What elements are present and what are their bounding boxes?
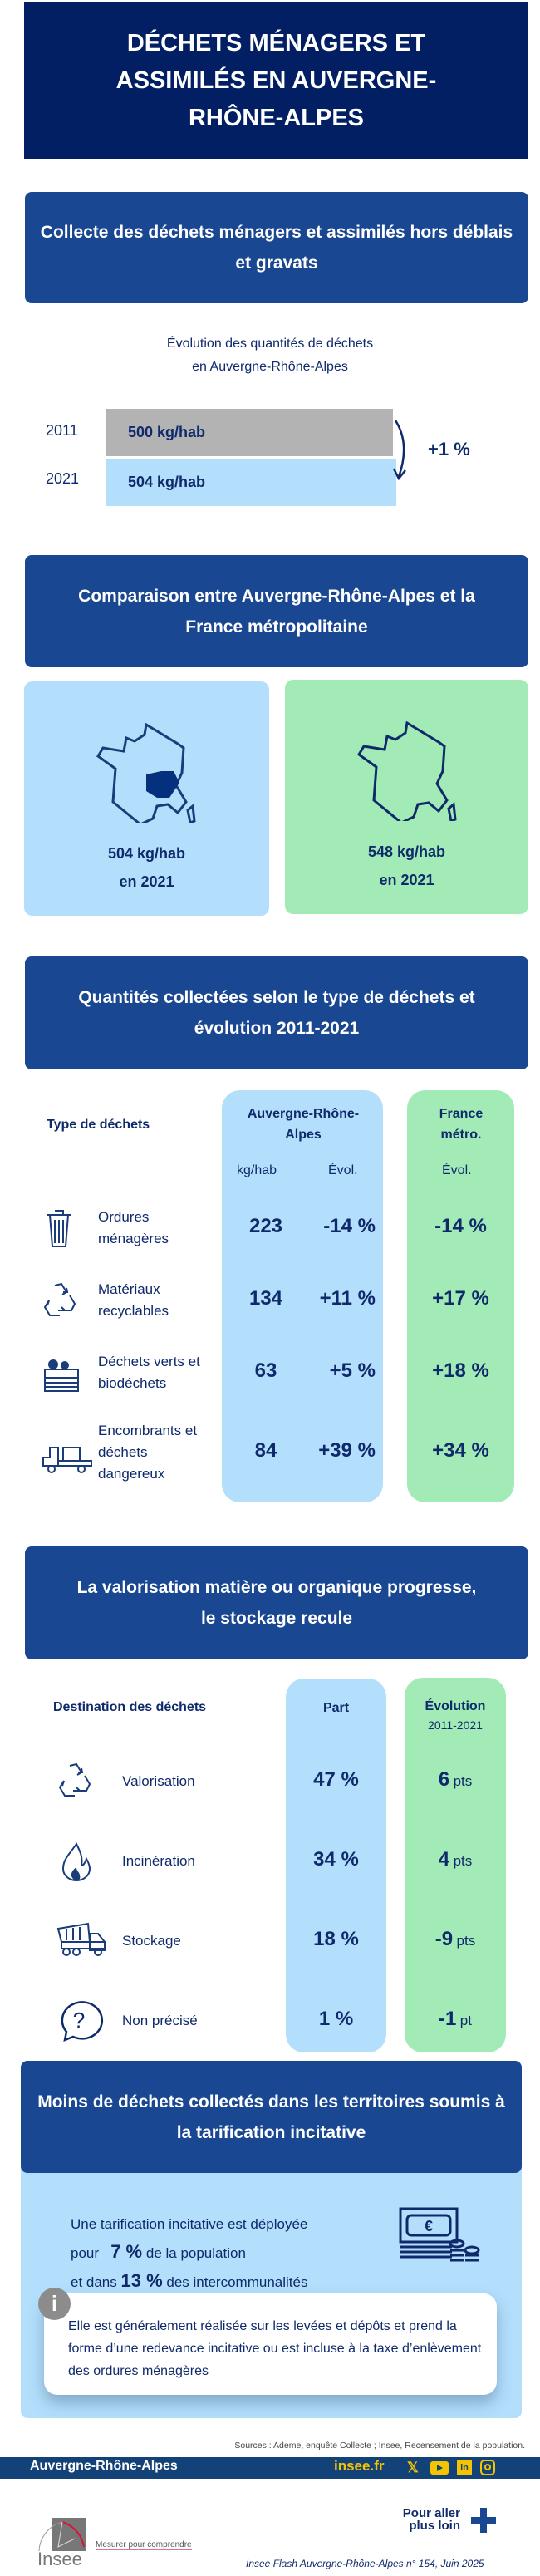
flame-icon — [61, 1842, 91, 1881]
france-map-icon — [357, 721, 457, 821]
card-france: 548 kg/hab en 2021 — [285, 680, 528, 914]
banknote-coins-icon: € — [399, 2207, 480, 2262]
card-auvergne: 504 kg/hab en 2021 — [24, 681, 269, 916]
footer-bar — [0, 2457, 540, 2479]
section-header-collecte: Collecte des déchets ménagers et assimil… — [25, 192, 528, 303]
france-evol: +17 % — [432, 1287, 489, 1310]
destination-label: Non précisé — [122, 2013, 198, 2028]
part-value: 47 % — [313, 1768, 359, 1791]
more-link[interactable]: Pour aller plus loin — [402, 2506, 460, 2533]
publication-ref: Insee Flash Auvergne-Rhône-Alpes n° 154,… — [246, 2558, 484, 2569]
col-header-evolution-period: 2011-2021 — [428, 1718, 483, 1732]
ara-evol: +11 % — [319, 1287, 376, 1310]
part-value: 1 % — [318, 2008, 354, 2030]
column-evolution — [405, 1678, 506, 2052]
table-row: Ordures ménagères 223 -14 % -14 % — [0, 1203, 540, 1253]
footer-region: Auvergne-Rhône-Alpes — [30, 2459, 178, 2473]
part-value: 18 % — [313, 1928, 359, 1950]
sub-kg: kg/hab — [237, 1163, 277, 1177]
kg-value: 63 — [254, 1359, 277, 1382]
insee-link[interactable]: insee.fr — [334, 2458, 385, 2474]
ara-evol: -14 % — [323, 1215, 376, 1237]
ara-kg-value: 504 kg/hab en 2021 — [107, 845, 186, 890]
section-header-tarification: Moins de déchets collectés dans les terr… — [21, 2061, 522, 2173]
change-percent: +1 % — [428, 439, 470, 460]
recycle-icon — [43, 1282, 76, 1316]
x-icon[interactable]: 𝕏 — [407, 2460, 419, 2475]
plus-icon[interactable] — [471, 2508, 496, 2533]
table-row: Encombrants et déchets dangereux 84 +39 … — [0, 1423, 540, 1482]
destination-label: Stockage — [122, 1933, 181, 1949]
chart-caption: Évolution des quantités de déchets en Auv… — [166, 337, 374, 374]
kg-value: 134 — [248, 1287, 283, 1310]
table-row: Incinération 34 % 4 pts — [0, 1836, 540, 1886]
waste-type-label: Matériaux recyclables — [98, 1281, 169, 1319]
evolution-value: 4 pts — [438, 1848, 473, 1871]
kg-value: 223 — [248, 1215, 283, 1237]
svg-text:?: ? — [73, 2008, 85, 2033]
svg-text:€: € — [425, 2218, 433, 2234]
sub-evol: Évol. — [328, 1163, 358, 1177]
bar-2021: 504 kg/hab — [106, 459, 396, 506]
col-header-part: Part — [322, 1701, 350, 1715]
france-map-region-icon — [96, 723, 196, 823]
destination-label: Valorisation — [122, 1773, 195, 1789]
col-header-destination: Destination des déchets — [53, 1700, 207, 1714]
table-row: Matériaux recyclables 134 +11 % +17 % — [0, 1276, 540, 1325]
section-header-comparaison: Comparaison entre Auvergne-Rhône-Alpes e… — [25, 555, 528, 667]
ara-evol: +39 % — [318, 1439, 376, 1462]
recycle-icon — [58, 1762, 91, 1797]
dump-truck-icon — [56, 1922, 106, 1956]
destination-label: Incinération — [122, 1853, 195, 1869]
france-evol: +18 % — [432, 1359, 489, 1382]
youtube-icon[interactable] — [430, 2461, 449, 2475]
instagram-icon[interactable] — [480, 2460, 495, 2475]
col-header-ara: Auvergne-Rhône-Alpes — [247, 1107, 360, 1142]
insee-logo: Insee — [37, 2518, 87, 2569]
trash-icon — [47, 1210, 71, 1247]
linkedin-icon[interactable]: in — [457, 2460, 472, 2475]
waste-type-label: Encombrants et déchets dangereux — [98, 1423, 198, 1482]
france-kg-value: 548 kg/hab en 2021 — [367, 843, 446, 888]
kg-value: 84 — [254, 1439, 277, 1462]
tagline: Mesurer pour comprendre — [96, 2540, 192, 2550]
section-header-valorisation: La valorisation matière ou organique pro… — [25, 1546, 528, 1659]
column-ara — [222, 1090, 383, 1502]
page-title: DÉCHETS MÉNAGERS ET ASSIMILÉS EN AUVERGN… — [24, 2, 528, 159]
tarification-text: Une tarification incitative est déployée… — [71, 2216, 308, 2291]
col-header-evolution: Évolution — [425, 1699, 486, 1713]
ara-evol: +5 % — [329, 1359, 376, 1382]
compost-crate-icon — [44, 1359, 79, 1392]
info-box: Elle est généralement réalisée sur les l… — [44, 2293, 497, 2395]
bar-2011: 500 kg/hab — [106, 409, 393, 456]
part-value: 34 % — [313, 1848, 359, 1871]
table-row: ? Non précisé 1 % -1 pt — [0, 1996, 540, 2046]
col-header-type: Type de déchets — [47, 1118, 150, 1132]
curved-arrow-icon — [392, 420, 406, 481]
info-icon: i — [38, 2288, 71, 2320]
insee-logo-text: Insee — [37, 2549, 82, 2569]
evolution-value: -1 pt — [439, 2008, 472, 2030]
col-header-france: France métro. — [439, 1107, 484, 1142]
year-label: 2021 — [46, 470, 80, 487]
question-bubble-icon: ? — [61, 2001, 104, 2043]
year-label: 2011 — [46, 422, 78, 439]
section-header-quantites: Quantités collectées selon le type de dé… — [25, 956, 528, 1069]
sources: Sources : Ademe, enquête Collecte ; Inse… — [234, 2441, 525, 2451]
table-row: Valorisation 47 % 6 pts — [0, 1757, 540, 1807]
evolution-value: -9 pts — [434, 1928, 476, 1950]
evolution-value: 6 pts — [438, 1768, 473, 1791]
table-row: Stockage 18 % -9 pts — [0, 1916, 540, 1966]
column-france — [407, 1090, 514, 1502]
waste-type-label: Ordures ménagères — [98, 1209, 169, 1246]
truck-furniture-icon — [42, 1447, 92, 1473]
waste-type-label: Déchets verts et biodéchets — [98, 1354, 200, 1391]
france-evol: +34 % — [432, 1439, 489, 1462]
column-part — [286, 1679, 386, 2052]
france-evol: -14 % — [434, 1215, 487, 1237]
sub-evol-france: Évol. — [442, 1163, 472, 1177]
table-row: Déchets verts et biodéchets 63 +5 % +18 … — [0, 1348, 540, 1398]
